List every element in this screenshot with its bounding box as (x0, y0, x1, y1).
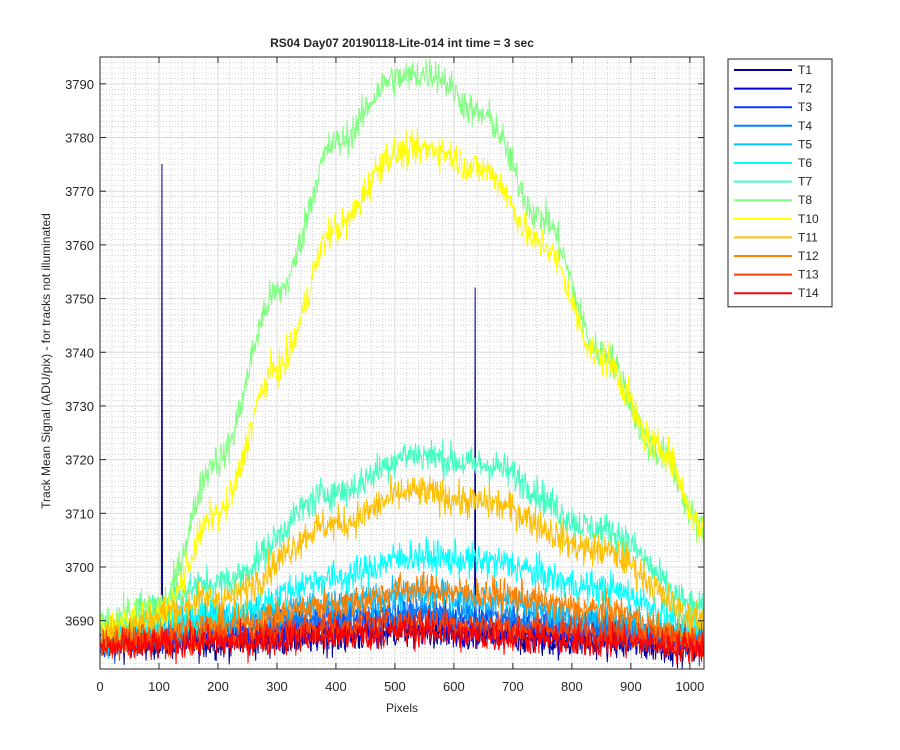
y-tick-label: 3780 (65, 131, 94, 146)
y-tick-label: 3770 (65, 184, 94, 199)
y-tick-label: 3750 (65, 292, 94, 307)
legend-label-t10: T10 (798, 212, 819, 226)
legend-label-t7: T7 (798, 175, 812, 189)
x-tick-label: 1000 (675, 679, 704, 694)
legend-label-t12: T12 (798, 249, 819, 263)
x-tick-label: 400 (325, 679, 347, 694)
legend-label-t6: T6 (798, 156, 812, 170)
y-tick-label: 3690 (65, 614, 94, 629)
legend-label-t2: T2 (798, 82, 812, 96)
series-lines (100, 58, 704, 669)
y-tick-label: 3790 (65, 77, 94, 92)
series-line-t12 (100, 570, 704, 658)
legend-label-t5: T5 (798, 137, 812, 151)
legend-label-t4: T4 (798, 119, 812, 133)
legend: T1 T2 T3 T4 T5 T6 T7 T8 T10 T11 T12 T13 T14 (727, 58, 833, 308)
y-tick-label: 3710 (65, 506, 94, 521)
legend-label-t13: T13 (798, 268, 819, 282)
chart-title: RS04 Day07 20190118-Lite-014 int time = … (270, 36, 534, 50)
x-tick-label: 100 (148, 679, 170, 694)
y-tick-label: 3760 (65, 238, 94, 253)
y-tick-label: 3740 (65, 345, 94, 360)
x-axis-label: Pixels (386, 701, 418, 715)
legend-label-t3: T3 (798, 100, 812, 114)
x-tick-label: 0 (96, 679, 103, 694)
y-tick-label: 3730 (65, 399, 94, 414)
plot-area: 0 100 200 300 400 500 600 700 800 900 1000 3690 3700… (65, 56, 705, 694)
series-line-t14 (100, 609, 704, 665)
x-tick-label: 900 (620, 679, 642, 694)
x-tick-label: 300 (266, 679, 288, 694)
series-line-t11 (100, 474, 704, 646)
legend-label-t8: T8 (798, 193, 812, 207)
y-axis-label: Track Mean Signal (ADU/pix) - for tracks… (39, 213, 53, 509)
y-tick-label: 3700 (65, 560, 94, 575)
legend-box (727, 58, 833, 308)
x-tick-label: 600 (443, 679, 465, 694)
series-line-t10 (100, 126, 704, 641)
x-tick-label: 700 (502, 679, 524, 694)
series-line-t7 (100, 438, 704, 646)
x-tick-label: 800 (561, 679, 583, 694)
y-tick-label: 3720 (65, 453, 94, 468)
x-tick-label: 500 (384, 679, 406, 694)
x-tick-label: 200 (207, 679, 229, 694)
legend-label-t14: T14 (798, 286, 819, 300)
legend-label-t1: T1 (798, 63, 812, 77)
legend-label-t11: T11 (798, 230, 818, 244)
axes-box (99, 56, 705, 670)
ticks: 0 100 200 300 400 500 600 700 800 900 1000 3690 3700… (65, 57, 704, 694)
